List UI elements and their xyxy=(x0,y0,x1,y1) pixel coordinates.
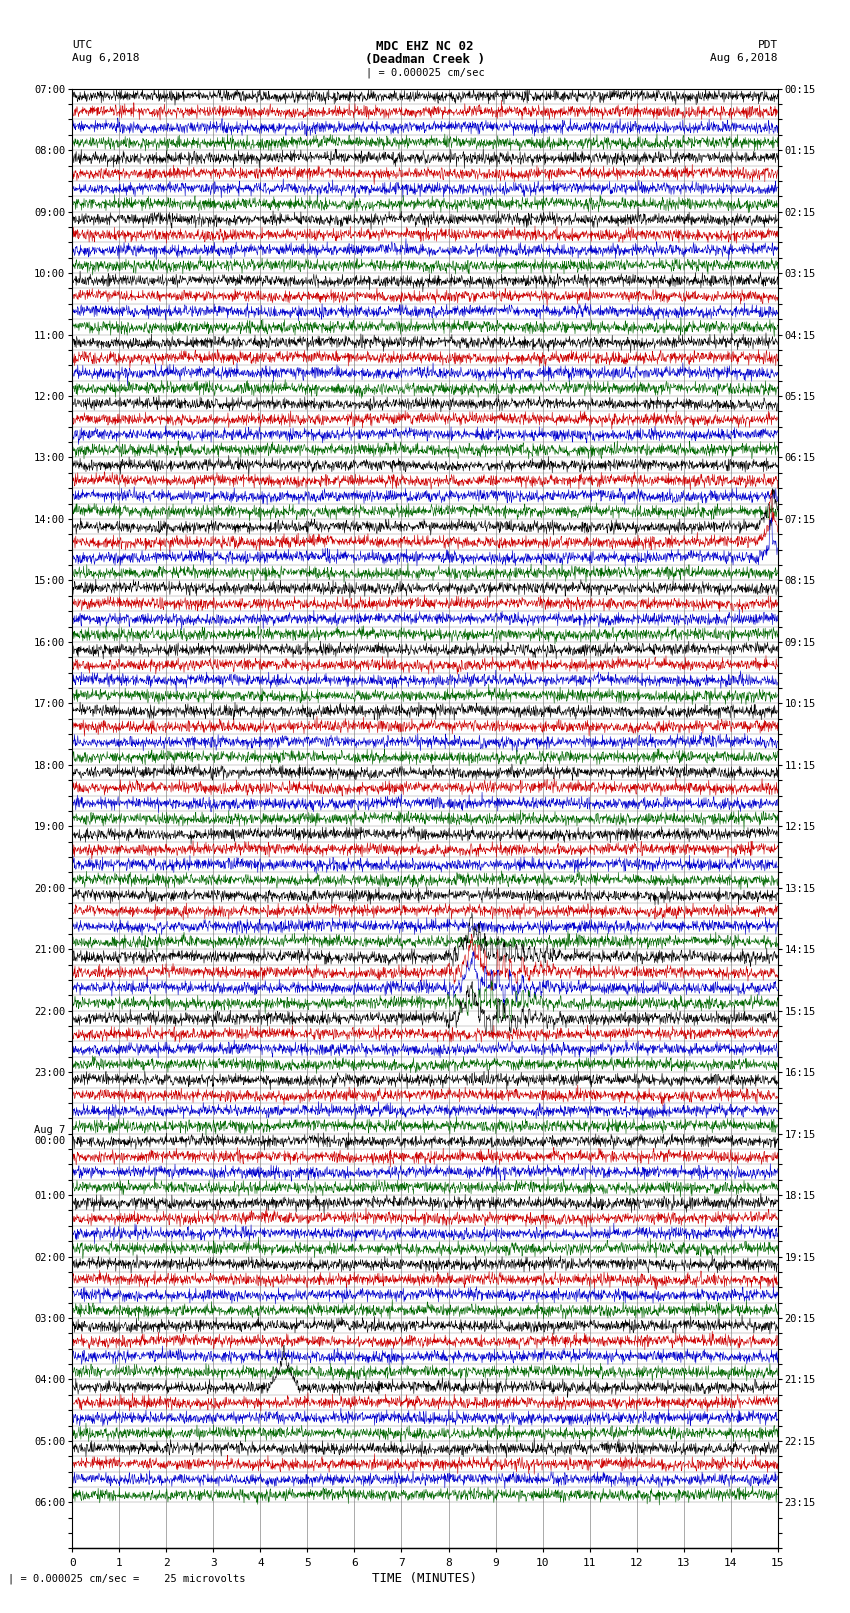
X-axis label: TIME (MINUTES): TIME (MINUTES) xyxy=(372,1571,478,1584)
Text: PDT: PDT xyxy=(757,40,778,50)
Text: Aug 6,2018: Aug 6,2018 xyxy=(711,53,778,63)
Text: | = 0.000025 cm/sec =    25 microvolts: | = 0.000025 cm/sec = 25 microvolts xyxy=(8,1573,246,1584)
Text: | = 0.000025 cm/sec: | = 0.000025 cm/sec xyxy=(366,68,484,79)
Text: MDC EHZ NC 02: MDC EHZ NC 02 xyxy=(377,40,473,53)
Text: (Deadman Creek ): (Deadman Creek ) xyxy=(365,53,485,66)
Text: UTC: UTC xyxy=(72,40,93,50)
Text: Aug 6,2018: Aug 6,2018 xyxy=(72,53,139,63)
